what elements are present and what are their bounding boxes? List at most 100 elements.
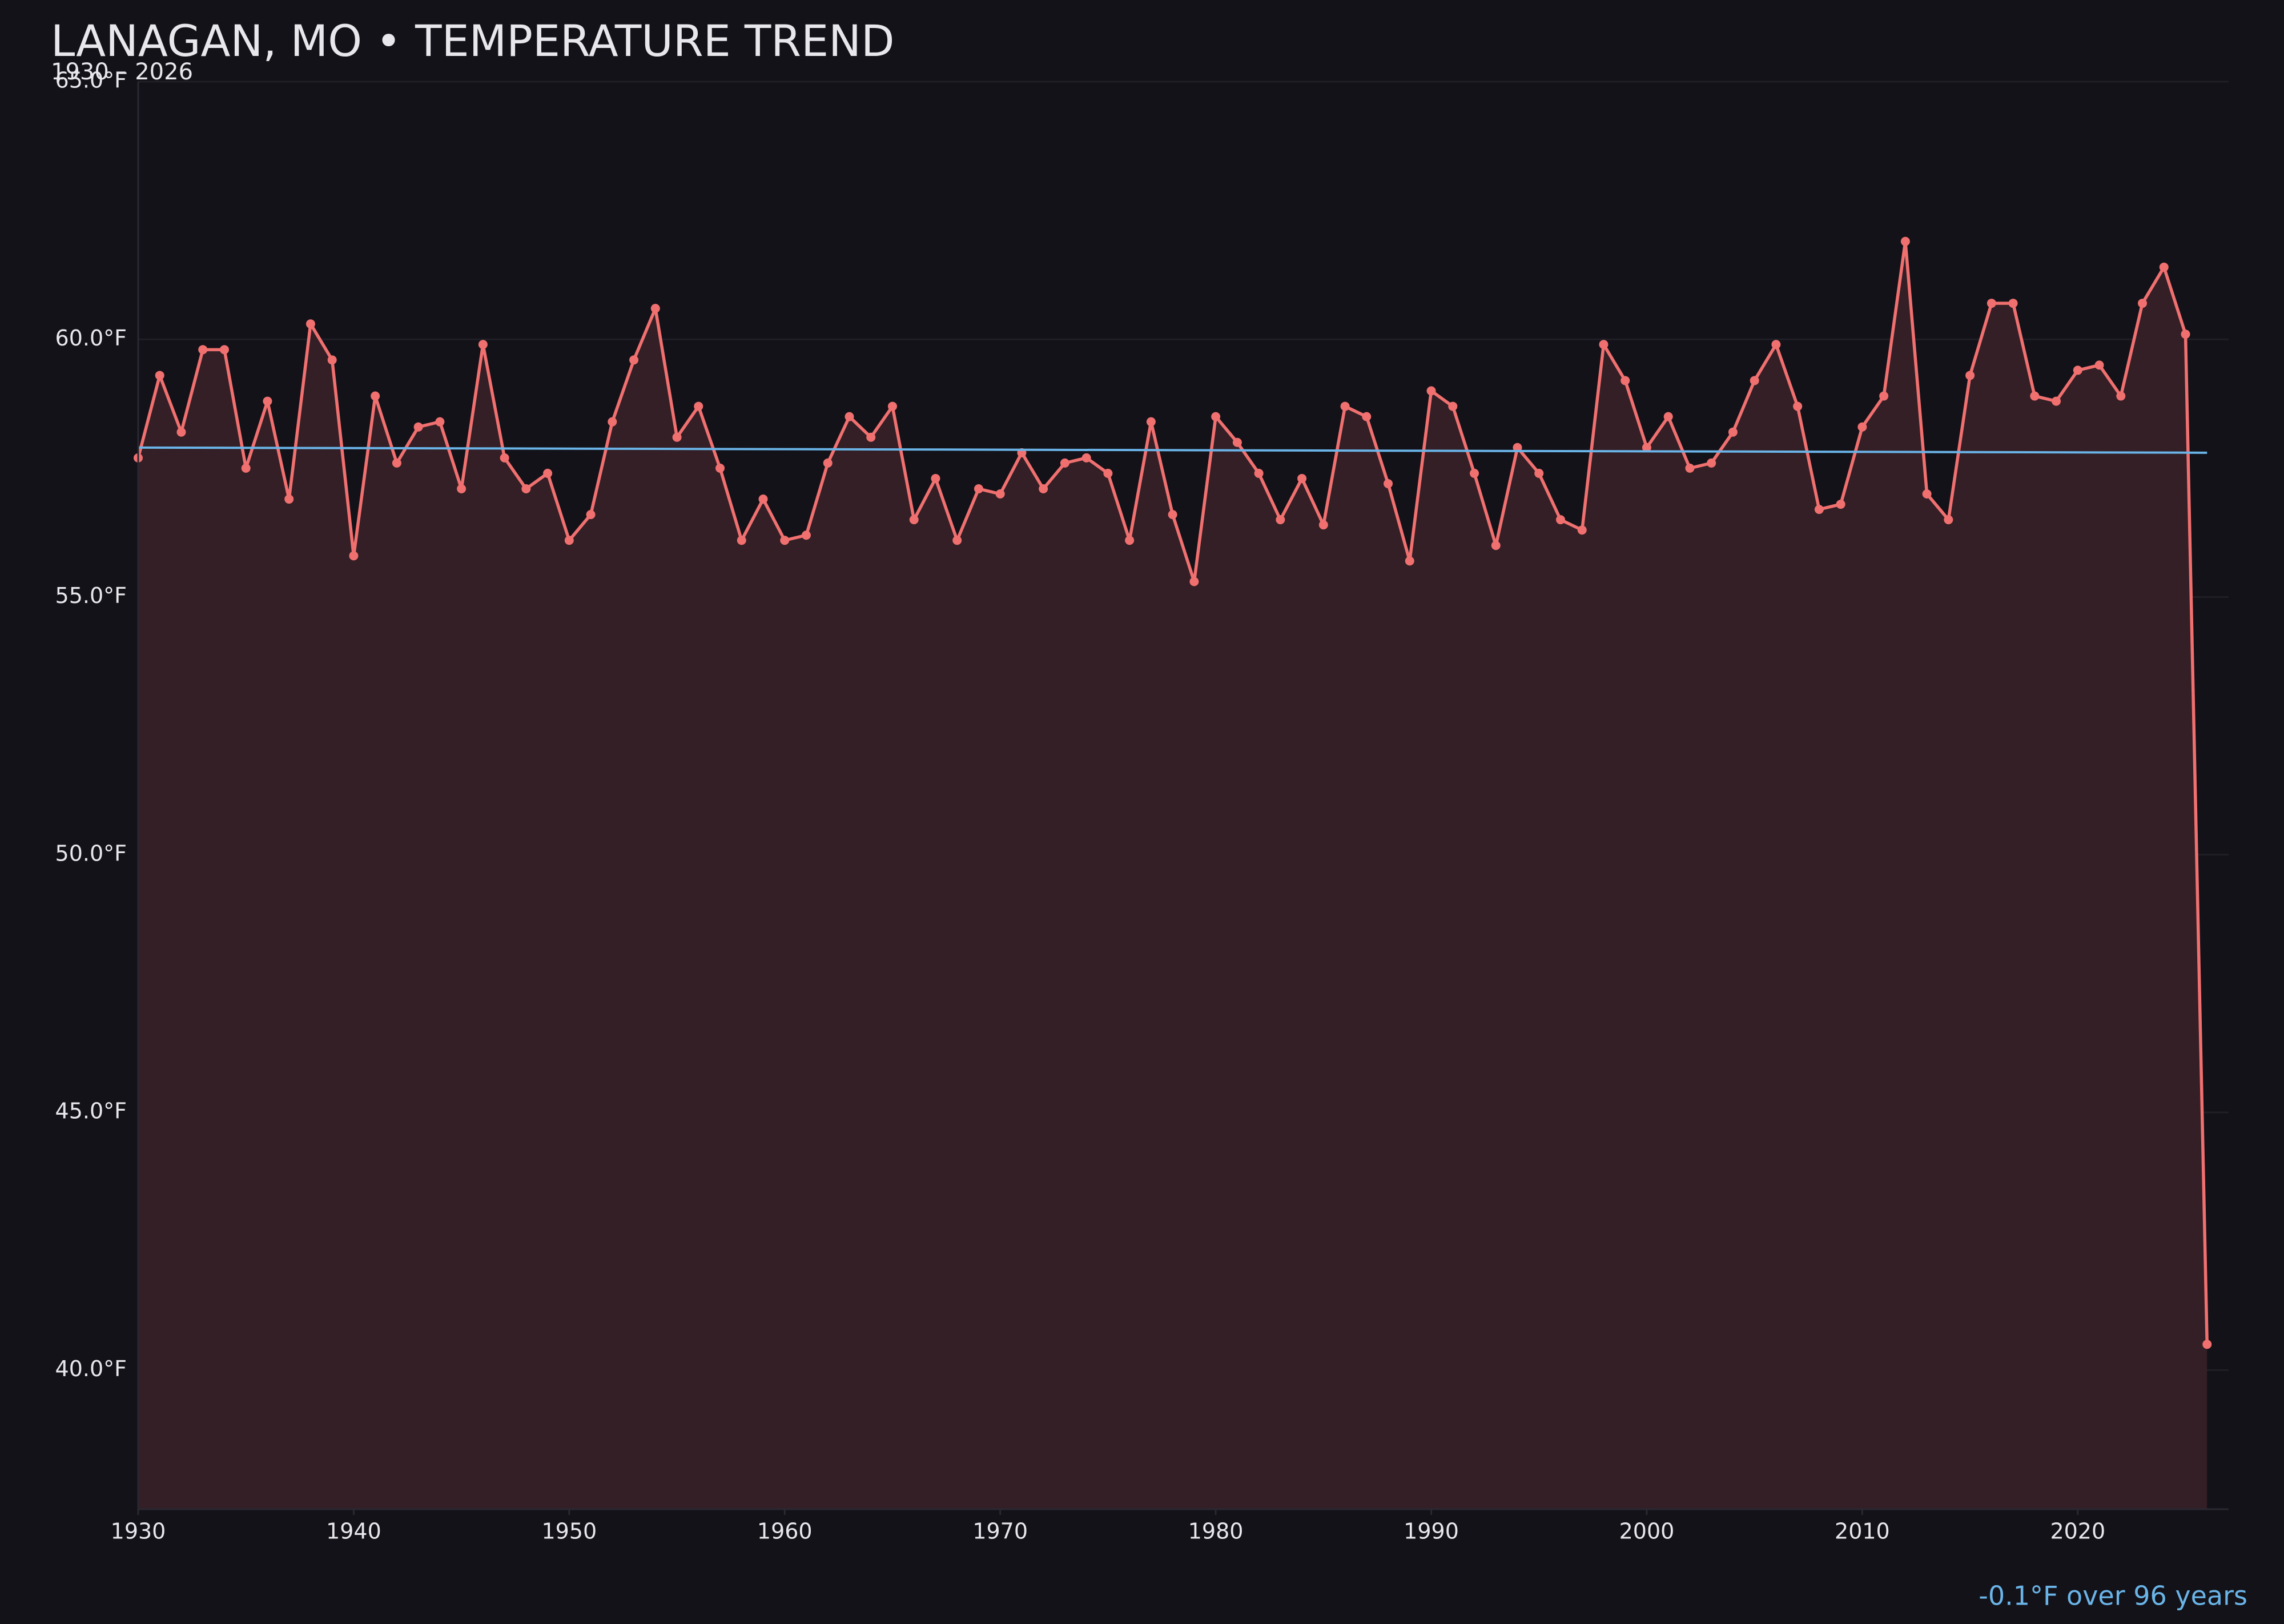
point [931,473,940,483]
point [1297,473,1307,483]
point [1750,376,1759,385]
x-tick-label: 1970 [972,1519,1028,1544]
y-tick-label: 50.0°F [55,841,127,866]
point [866,432,876,442]
point [2073,365,2082,375]
point [586,510,596,520]
point [1232,437,1242,447]
point [1448,401,1458,411]
point [1577,525,1587,535]
x-tick-label: 1960 [757,1519,813,1544]
point [952,536,962,545]
point [1707,458,1716,468]
point [715,463,725,473]
point [327,355,337,365]
point [1362,412,1372,421]
x-tick-label: 1950 [541,1519,597,1544]
x-tick-label: 2000 [1619,1519,1675,1544]
point [1146,417,1156,427]
point [457,484,467,493]
point [155,371,164,380]
point [1836,500,1845,509]
point [650,304,660,313]
point [263,396,272,406]
point [564,536,574,545]
point [478,340,488,349]
point [995,489,1005,499]
point [672,432,682,442]
chart-subtitle: 1930 – 2026 [51,59,193,85]
point [1060,458,1069,468]
x-tick-label: 1940 [326,1519,381,1544]
point [2116,391,2126,401]
x-tick-label: 2020 [2050,1519,2105,1544]
point [1513,443,1522,452]
point [1642,443,1651,452]
point [241,463,251,473]
point [887,401,897,411]
point [845,412,854,421]
point [435,417,445,427]
point [758,495,768,504]
point [1318,520,1328,530]
point [1987,299,1996,308]
trend-annotation: -0.1°F over 96 years [1979,1581,2247,1611]
point [1793,401,1803,411]
point [1276,515,1285,525]
point [608,417,617,427]
point [1189,577,1199,586]
point [1944,515,1953,525]
point [1857,422,1867,432]
point [1771,340,1781,349]
point [1555,515,1565,525]
point [1728,427,1738,437]
point [521,484,531,493]
x-tick-label: 1980 [1188,1519,1244,1544]
point [1620,376,1630,385]
y-tick-label: 65.0°F [55,68,127,93]
x-tick-label: 2010 [1835,1519,1890,1544]
point [1211,412,1221,421]
point [1384,479,1393,488]
point [413,422,423,432]
point [2181,329,2190,339]
point [2202,1340,2212,1349]
point [1491,541,1501,550]
point [1168,510,1177,520]
point [694,401,703,411]
point [1685,463,1695,473]
point [1879,391,1889,401]
point [780,536,790,545]
point [2052,396,2061,406]
point [198,345,208,355]
point [1663,412,1673,421]
x-tick-label: 1930 [111,1519,166,1544]
y-tick-label: 60.0°F [55,325,127,351]
trend-line [138,446,2207,454]
point [392,458,401,468]
point [1125,536,1135,545]
point [737,536,746,545]
point [176,427,186,437]
x-tick-label: 1990 [1404,1519,1459,1544]
point [1922,489,1932,499]
chart-title: LANAGAN, MO • TEMPERATURE TREND [51,15,895,66]
point [371,391,380,401]
point [823,458,833,468]
point [909,515,919,525]
point [1039,484,1048,493]
point [2159,262,2169,272]
point [305,319,315,329]
point [349,551,359,561]
point [2138,299,2148,308]
point [500,453,509,463]
point [1426,386,1436,396]
point [1965,371,1975,380]
point [1900,236,1910,246]
point [1103,468,1113,478]
point [2030,391,2040,401]
point [1599,340,1609,349]
y-tick-label: 45.0°F [55,1099,127,1124]
point [284,495,294,504]
point [543,468,553,478]
